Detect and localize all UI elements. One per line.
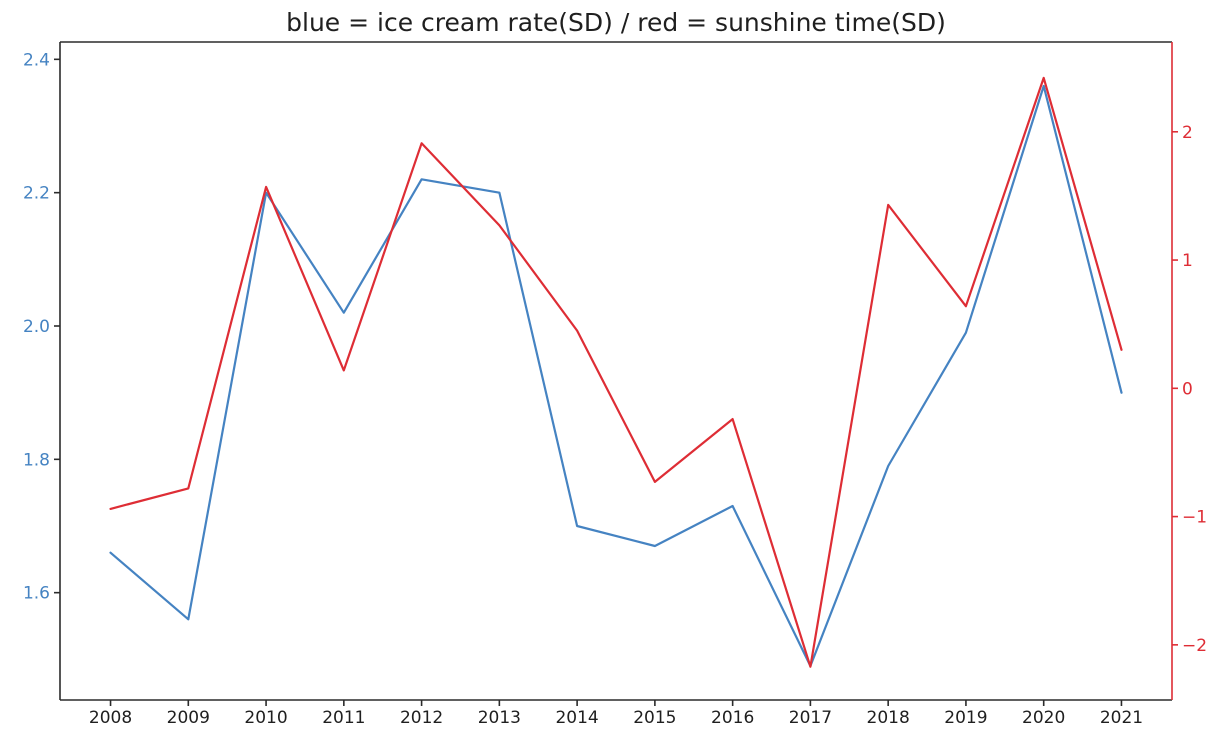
x-axis-tick-label: 2011 [322, 708, 365, 728]
x-axis-tick-label: 2014 [555, 708, 598, 728]
x-axis-tick-label: 2021 [1100, 708, 1143, 728]
right-axis-tick-label: −2 [1182, 636, 1207, 656]
left-axis-tick-label: 1.8 [23, 450, 50, 470]
right-axis-tick-label: 2 [1182, 123, 1193, 143]
x-axis-tick-label: 2017 [789, 708, 832, 728]
right-axis-tick-label: 1 [1182, 251, 1193, 271]
x-axis-tick-label: 2013 [478, 708, 521, 728]
right-axis-tick-label: −1 [1182, 508, 1207, 528]
right-axis-tick-label: 0 [1182, 379, 1193, 399]
left-axis-tick-label: 2.2 [23, 184, 50, 204]
plot-area: 1.6 1.8 2.0 2.2 2.4 −2 −1 0 1 2 2008 2009 2010 2011 20… [23, 41, 1207, 728]
x-axis-tick-label: 2015 [633, 708, 676, 728]
left-axis-tick-label: 2.4 [23, 50, 50, 70]
x-axis-tick-label: 2018 [867, 708, 910, 728]
x-axis-tick-label: 2008 [89, 708, 132, 728]
x-axis-tick-label: 2020 [1022, 708, 1065, 728]
left-axis-tick-label: 2.0 [23, 317, 50, 337]
x-axis-tick-label: 2012 [400, 708, 443, 728]
x-axis-tick-label: 2016 [711, 708, 754, 728]
left-axis-tick-label: 1.6 [23, 584, 50, 604]
red-series-line [109, 76, 1123, 668]
blue-series-line [109, 84, 1123, 668]
x-axis-tick-label: 2019 [944, 708, 987, 728]
x-axis-tick-label: 2009 [167, 708, 210, 728]
chart-title: blue = ice cream rate(SD) / red = sunshi… [286, 8, 946, 37]
x-axis-tick-label: 2010 [244, 708, 287, 728]
